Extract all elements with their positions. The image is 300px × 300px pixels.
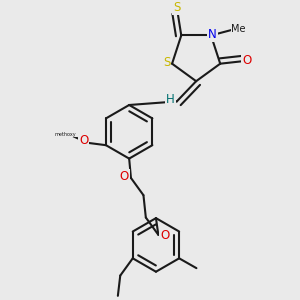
Text: O: O — [242, 54, 252, 67]
Text: N: N — [208, 28, 217, 41]
Text: H: H — [166, 93, 175, 106]
Text: methoxy: methoxy — [55, 132, 76, 137]
Text: S: S — [163, 56, 170, 69]
Text: S: S — [173, 1, 180, 14]
Text: O: O — [120, 170, 129, 183]
Text: O: O — [79, 134, 88, 147]
Text: O: O — [160, 230, 170, 242]
Text: Me: Me — [232, 24, 246, 34]
